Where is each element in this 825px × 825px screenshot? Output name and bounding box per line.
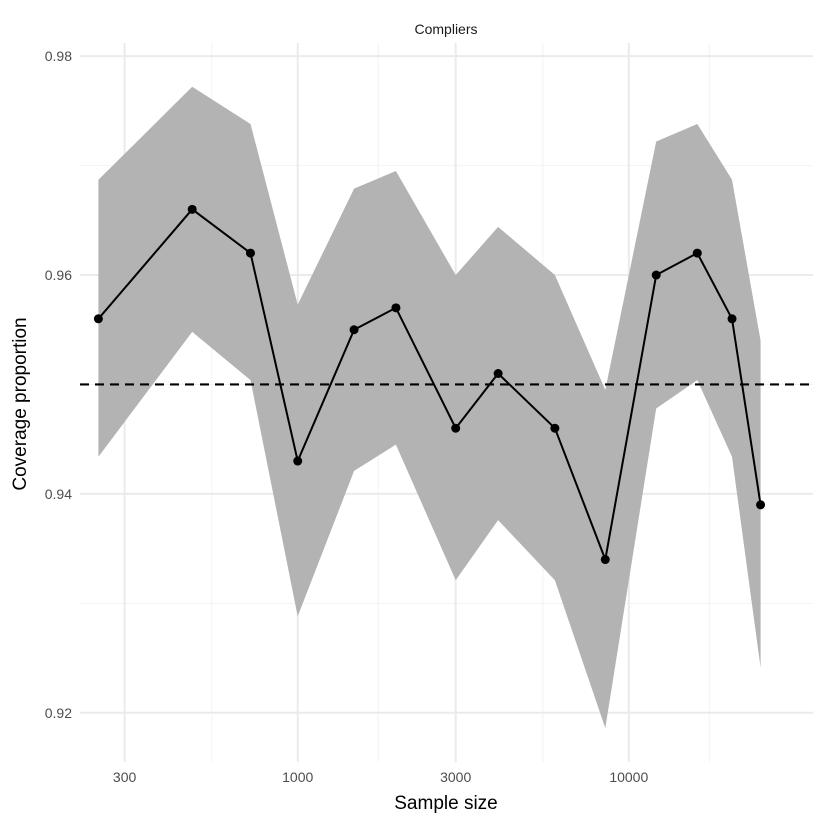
y-axis-title: Coverage proportion: [10, 317, 31, 490]
chart-title: Compliers: [414, 21, 477, 37]
data-point: [391, 303, 401, 313]
data-point: [349, 325, 359, 335]
data-point: [727, 314, 737, 324]
data-point: [651, 270, 661, 280]
data-point: [756, 500, 766, 510]
series-layer: [97, 207, 762, 564]
data-point: [187, 204, 197, 214]
data-point: [692, 248, 702, 258]
data-point: [451, 423, 461, 433]
x-axis-title: Sample size: [394, 793, 498, 814]
data-point: [600, 555, 610, 565]
confidence-band-layer: [98, 86, 761, 729]
data-point: [550, 423, 560, 433]
x-tick-label: 1000: [282, 769, 313, 785]
data-point: [93, 314, 103, 324]
x-tick-labels: 300 1000 3000 10000: [113, 769, 649, 785]
x-tick-label: 10000: [609, 769, 648, 785]
confidence-band: [98, 86, 761, 729]
x-tick-label: 3000: [440, 769, 471, 785]
y-tick-labels: 0.92 0.94 0.96 0.98: [45, 48, 72, 721]
data-point: [493, 368, 503, 378]
series-line: [97, 207, 762, 564]
y-tick-label: 0.92: [45, 705, 72, 721]
y-tick-label: 0.98: [45, 48, 72, 64]
data-point: [293, 456, 303, 466]
data-point: [245, 248, 255, 258]
y-tick-label: 0.96: [45, 267, 72, 283]
y-tick-label: 0.94: [45, 486, 72, 502]
x-tick-label: 300: [113, 769, 137, 785]
points-layer: [93, 204, 766, 565]
